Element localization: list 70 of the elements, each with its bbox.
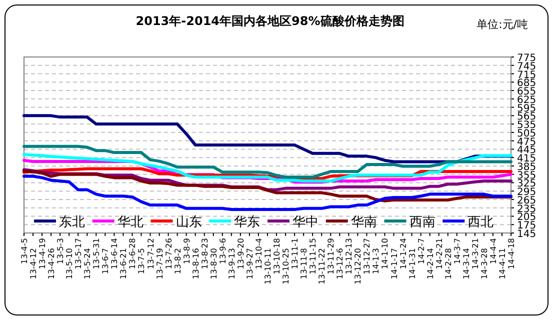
x-tick-label: 13-11-22 <box>318 248 327 284</box>
x-tick-label: 14-1-17 <box>390 248 399 280</box>
x-tick-label: 13-10-25 <box>282 248 291 284</box>
x-tick-label: 13-10-18 <box>272 238 282 274</box>
legend-label: 华中 <box>292 215 318 230</box>
line-series <box>22 153 512 183</box>
x-tick-label: 14-1-31 <box>408 248 417 280</box>
x-tick-label: 13-4-26 <box>47 248 56 280</box>
x-tick-label: 13-5-31 <box>92 238 102 270</box>
x-tick-label: 14-1-3 <box>372 248 381 274</box>
x-tick-label: 13-11-8 <box>300 248 309 280</box>
x-tick-label: 13-8-30 <box>209 248 218 280</box>
x-tick-label: 14-2-28 <box>444 248 453 280</box>
x-tick-label: 13-5-10 <box>65 248 74 280</box>
x-tick-label: 13-10-11 <box>264 248 272 284</box>
x-tick-label: 14-4-4 <box>488 238 498 264</box>
x-tick-label: 14-3-7 <box>452 238 462 264</box>
x-tick-label: 13-6-14 <box>110 238 120 270</box>
x-tick-label: 13-8-9 <box>182 238 192 264</box>
x-tick-label: 13-4-12 <box>29 248 38 280</box>
x-tick-label: 13-7-5 <box>137 248 146 274</box>
x-tick-label: 13-9-6 <box>218 238 228 264</box>
legend-label: 山东 <box>176 215 202 230</box>
line-series <box>22 169 512 202</box>
chart-title: 2013年-2014年国内各地区98%硫酸价格走势图 <box>136 14 404 28</box>
x-tick-label: 13-11-29 <box>326 238 336 274</box>
x-tick-label: 14-2-21 <box>434 238 444 270</box>
x-tick-label: 14-2-7 <box>416 238 426 264</box>
x-tick-label: 13-5-24 <box>83 248 92 280</box>
x-tick-label: 14-1-24 <box>398 238 408 270</box>
x-tick-label: 14-3-14 <box>462 248 471 280</box>
x-tick-label: 13-11-1 <box>290 238 300 270</box>
x-tick-label: 13-8-2 <box>173 248 182 274</box>
x-tick-label: 14-3-28 <box>480 248 489 280</box>
x-tick-label: 13-4-5 <box>20 238 29 264</box>
legend-label: 西南 <box>409 215 436 230</box>
x-tick-label: 13-11-15 <box>308 238 318 274</box>
legend-label: 华南 <box>350 215 377 230</box>
y-tick-label: 145 <box>517 229 536 240</box>
line-series <box>22 144 512 179</box>
x-tick-label: 13-7-26 <box>164 238 174 270</box>
x-tick-label: 14-2-14 <box>426 248 435 280</box>
legend-label: 华东 <box>234 215 260 230</box>
legend-label: 华北 <box>117 215 144 230</box>
x-tick-label: 13-9-13 <box>227 248 236 280</box>
x-tick-label: 13-7-12 <box>146 238 156 270</box>
legend-label: 西北 <box>468 215 494 230</box>
legend-label: 东北 <box>59 215 85 230</box>
x-tick-label: 13-12-13 <box>344 238 354 274</box>
line-series <box>22 174 512 212</box>
x-tick-label: 14-4-18 <box>507 238 516 270</box>
x-tick-label: 14-3-21 <box>470 238 480 270</box>
x-tick-label: 13-8-16 <box>191 248 200 280</box>
x-tick-label: 13-5-3 <box>56 238 66 264</box>
x-tick-label: 13-12-27 <box>362 238 372 274</box>
x-tick-label: 13-4-19 <box>38 238 48 270</box>
x-tick-label: 13-6-28 <box>128 238 138 270</box>
x-tick-label: 13-12-20 <box>354 248 363 284</box>
x-tick-label: 13-8-23 <box>200 238 210 270</box>
x-tick-label: 13-6-21 <box>119 248 128 280</box>
x-tick-label: 13-12-6 <box>336 248 345 280</box>
x-tick-label: 13-9-27 <box>245 248 254 280</box>
x-tick-label: 13-5-17 <box>74 238 84 270</box>
x-tick-label: 13-6-7 <box>101 248 110 274</box>
x-tick-label: 13-9-20 <box>236 238 246 270</box>
x-tick-label: 13-10-4 <box>254 238 264 270</box>
x-tick-label: 14-1-10 <box>380 238 390 270</box>
x-tick-label: 13-7-19 <box>155 248 164 280</box>
x-tick-label: 14-4-11 <box>498 248 507 280</box>
y-axis-title: 单位:元/吨 <box>476 18 528 31</box>
